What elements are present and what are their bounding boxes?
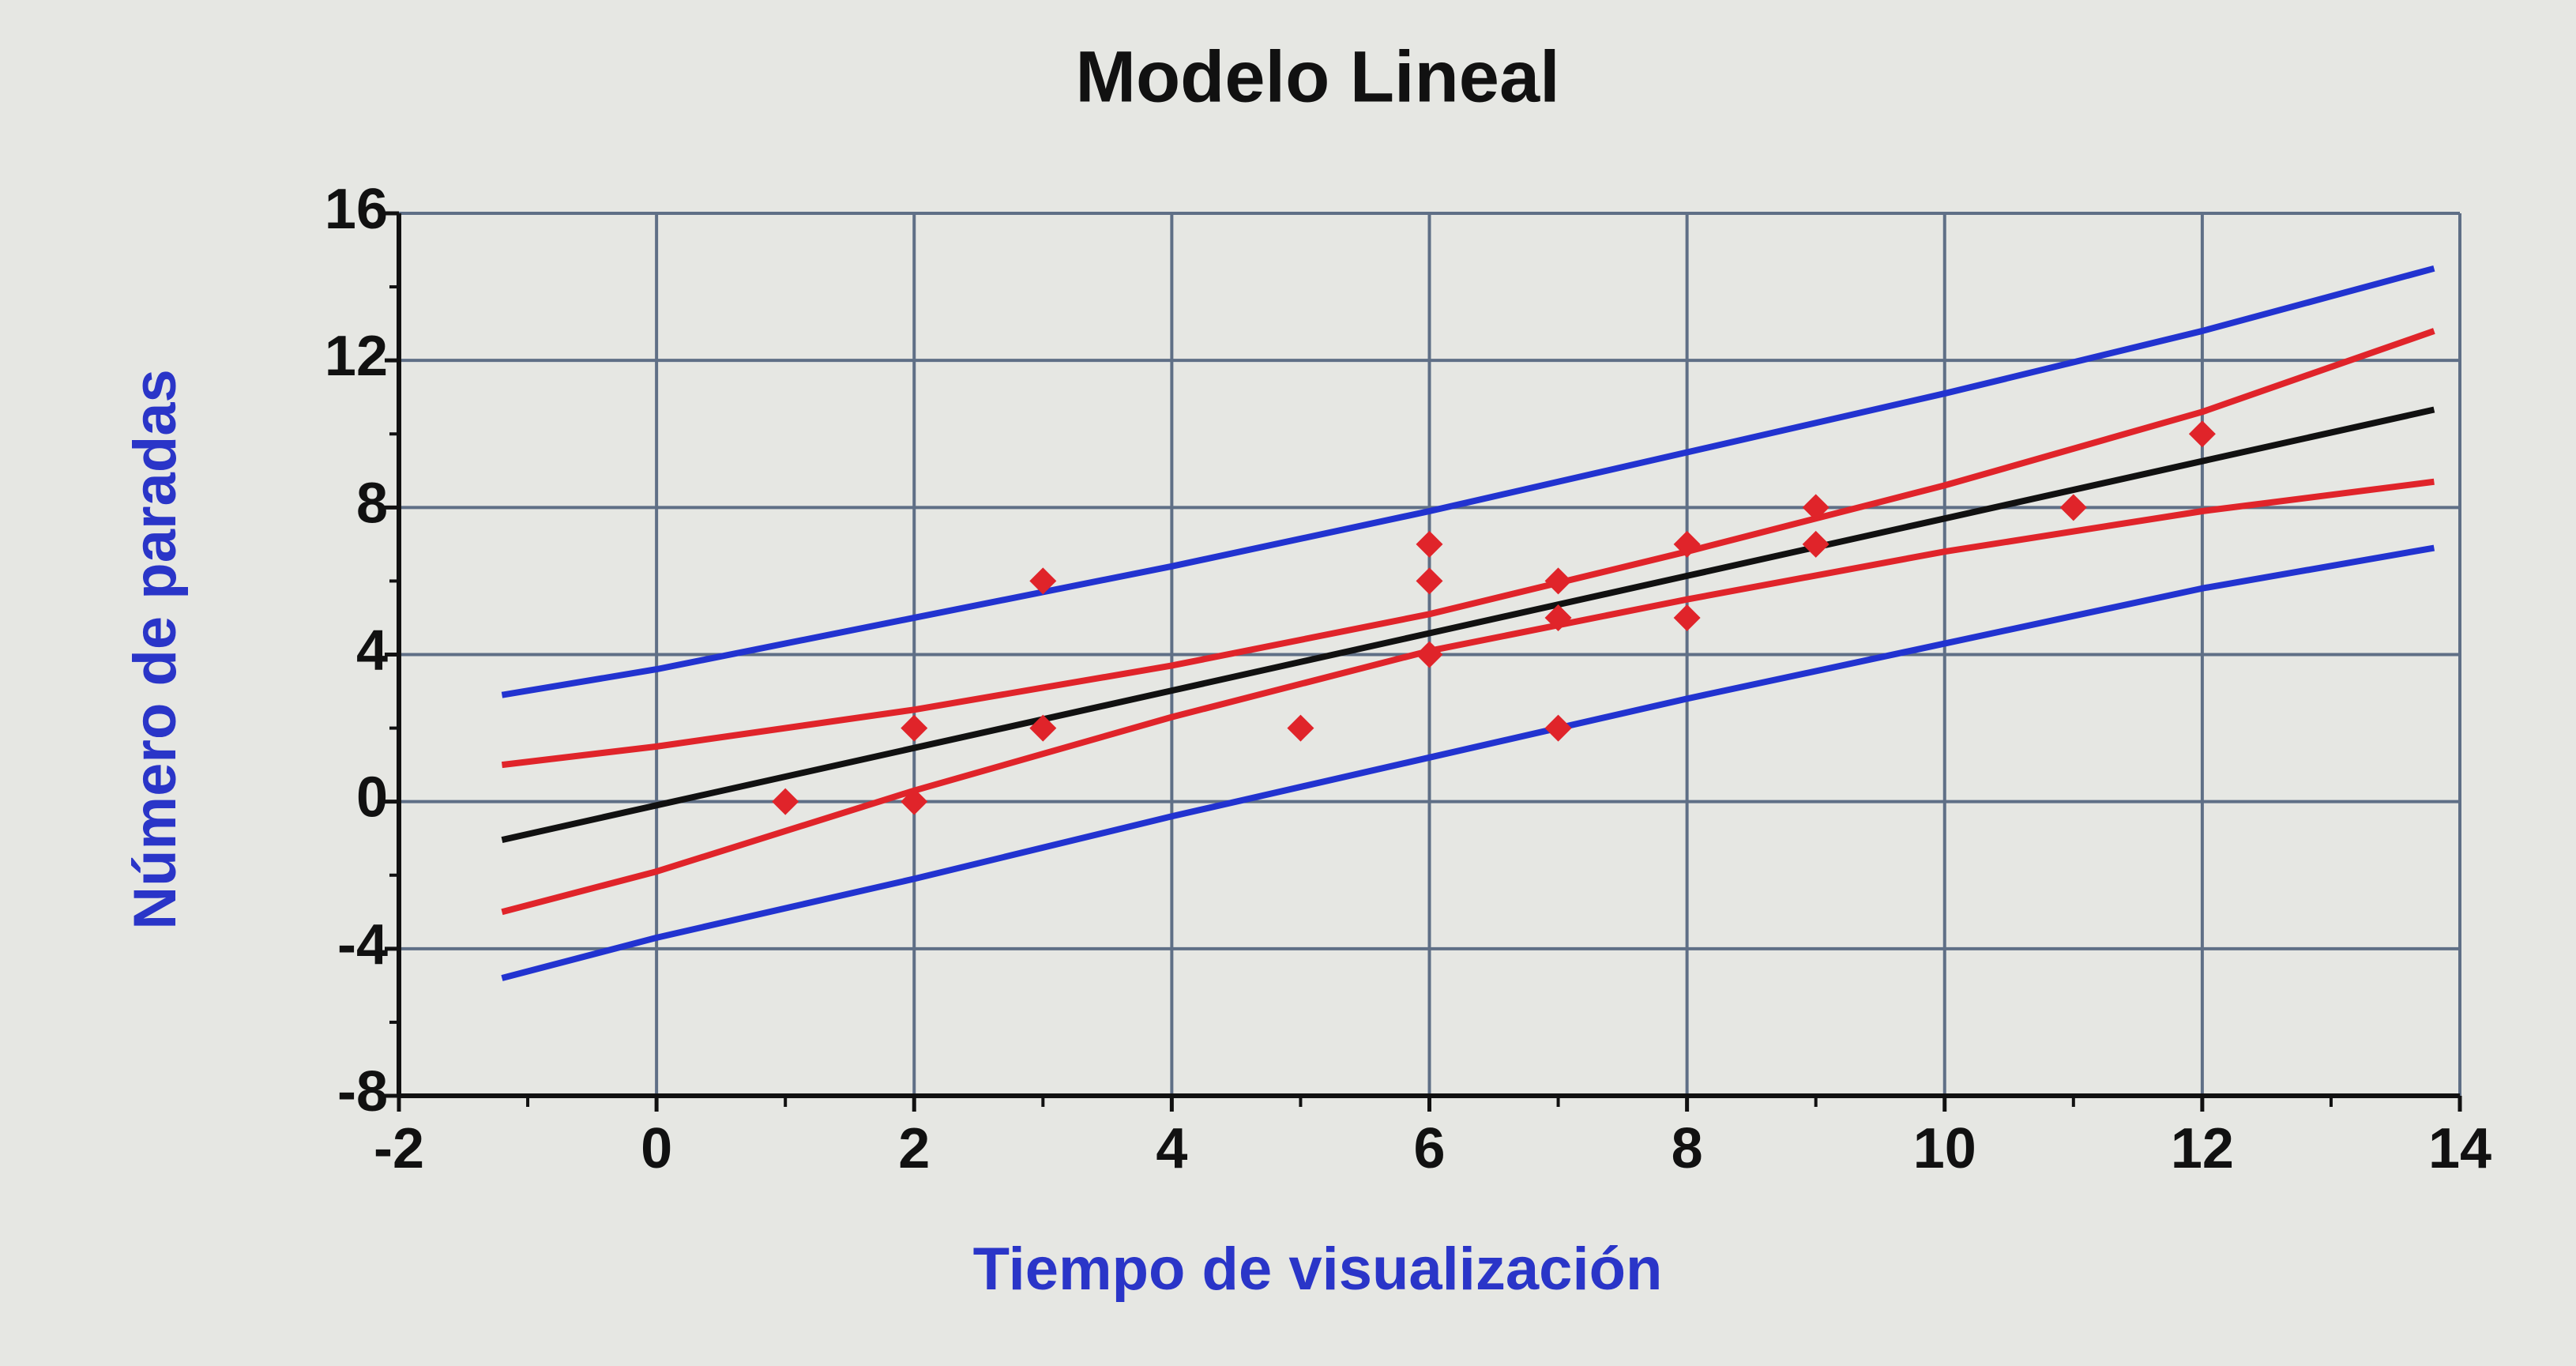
point — [1287, 714, 1314, 742]
point — [1673, 604, 1701, 631]
point — [1802, 530, 1830, 558]
y-tick-label: 12 — [325, 325, 388, 388]
point — [1029, 714, 1057, 742]
x-tick-label: 4 — [1156, 1117, 1187, 1180]
point — [1416, 567, 1443, 595]
x-tick-label: 12 — [2171, 1117, 2234, 1180]
point — [1029, 567, 1057, 595]
x-tick-label: 0 — [641, 1117, 672, 1180]
line — [501, 328, 2435, 769]
point — [901, 788, 928, 815]
point — [1416, 530, 1443, 558]
line — [501, 406, 2435, 843]
y-axis-label: Número de paradas — [122, 369, 189, 930]
point — [1544, 567, 1572, 595]
point — [1544, 714, 1572, 742]
point — [901, 714, 928, 742]
point — [2059, 494, 2087, 521]
chart-title: Modelo Lineal — [1075, 36, 1559, 117]
point — [772, 788, 799, 815]
point — [1802, 494, 1830, 521]
x-tick-label: -2 — [374, 1117, 424, 1180]
x-tick-label: 2 — [898, 1117, 930, 1180]
y-tick-label: 0 — [356, 766, 388, 830]
point — [1416, 641, 1443, 668]
x-tick-label: 8 — [1672, 1117, 1703, 1180]
y-tick-label: -4 — [337, 913, 388, 977]
x-tick-label: 10 — [1913, 1117, 1976, 1180]
point — [2188, 420, 2216, 448]
line — [501, 544, 2435, 981]
y-tick-label: 16 — [325, 178, 388, 241]
point — [1673, 530, 1701, 558]
y-tick-label: -8 — [337, 1060, 388, 1123]
x-tick-label: 6 — [1413, 1117, 1445, 1180]
y-tick-label: 4 — [356, 619, 388, 683]
point — [1544, 604, 1572, 631]
y-tick-label: 8 — [356, 472, 388, 535]
x-tick-label: 14 — [2428, 1117, 2491, 1180]
x-axis-label: Tiempo de visualización — [973, 1236, 1663, 1303]
line — [501, 265, 2435, 698]
